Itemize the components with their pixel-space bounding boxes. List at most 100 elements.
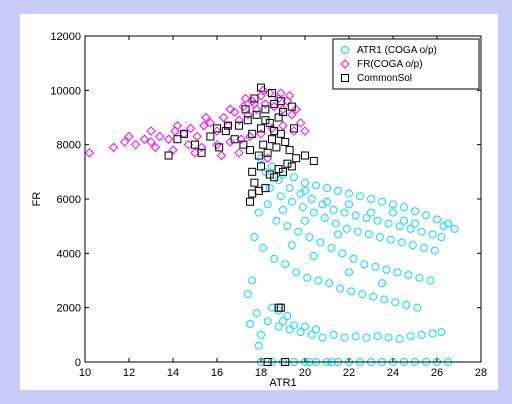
data-point-circle (371, 262, 380, 271)
data-point-diamond (276, 88, 286, 98)
data-point-circle (404, 271, 413, 280)
data-point-circle (347, 287, 356, 296)
y-tick-label: 10000 (50, 85, 81, 97)
data-point-circle (327, 243, 336, 252)
data-point-diamond (223, 120, 233, 131)
data-point-square (265, 170, 274, 179)
data-point-circle (336, 284, 345, 293)
data-point-circle (329, 330, 338, 339)
legend-box (332, 38, 480, 90)
data-point-diamond (218, 112, 229, 123)
data-point-square (270, 173, 279, 182)
data-point-diamond (240, 93, 251, 104)
ticks-layer: 10 12 14 16 18 20 22 24 26 28 0 2000 4000 6000 8000 100… (50, 31, 487, 379)
data-point-circle (358, 290, 367, 299)
data-point-circle (378, 197, 386, 206)
data-point-square (259, 140, 268, 149)
data-point-circle (257, 154, 265, 163)
data-point-circle (254, 208, 263, 217)
data-point-circle (263, 317, 272, 326)
data-point-circle (373, 332, 382, 341)
data-point-square (274, 165, 283, 174)
data-point-diamond (146, 126, 156, 136)
data-point-diamond (155, 131, 165, 142)
data-point-diamond (278, 120, 288, 131)
data-point-circle (246, 319, 254, 328)
data-point-square (221, 127, 230, 136)
data-point-circle (274, 322, 283, 331)
data-point-circle (415, 273, 424, 282)
data-point-diamond (245, 131, 255, 142)
data-point-circle (279, 317, 287, 326)
legend-entry-fr: FR(COGA o/p) (340, 59, 423, 70)
data-point-circle (307, 330, 316, 339)
data-point-circle (334, 230, 342, 239)
data-point-circle (351, 332, 360, 341)
data-point-square (246, 146, 254, 155)
data-point-circle (364, 230, 373, 239)
data-point-circle (309, 208, 318, 217)
data-point-square (224, 121, 232, 130)
data-point-circle (296, 189, 305, 198)
data-point-circle (265, 184, 274, 193)
data-point-square (272, 143, 281, 152)
data-point-circle (389, 200, 397, 209)
data-point-square (268, 135, 276, 144)
data-point-square (257, 83, 265, 92)
y-tick-label: 12000 (50, 31, 81, 43)
data-point-circle (367, 195, 375, 203)
data-point-circle (318, 333, 327, 342)
data-point-square (270, 127, 279, 136)
data-point-circle (252, 309, 261, 318)
x-tick-label: 10 (79, 367, 91, 379)
data-point-square (268, 89, 276, 98)
data-point-diamond (216, 150, 227, 161)
data-point-diamond (124, 131, 134, 142)
data-point-circle (345, 268, 353, 277)
data-point-circle (285, 184, 294, 193)
data-point-square (215, 143, 224, 152)
data-point-circle (301, 322, 309, 331)
data-point-diamond (225, 104, 235, 115)
data-point-diamond (234, 115, 244, 125)
data-point-square (287, 162, 296, 171)
data-point-circle (259, 243, 268, 252)
data-point-circle (428, 329, 437, 338)
data-point-diamond (249, 99, 260, 109)
data-point-circle (430, 246, 439, 255)
data-point-square (301, 151, 309, 160)
data-point-circle (378, 279, 386, 288)
data-point-circle (309, 252, 318, 261)
data-point-diamond (229, 107, 240, 117)
data-point-square (254, 186, 263, 195)
data-point-circle (268, 303, 276, 312)
data-point-diamond (238, 101, 249, 112)
legend-entry-atr1: ATR1 (COGA o/p) (341, 45, 437, 56)
data-point-diamond (256, 129, 266, 139)
data-point-circle (428, 230, 437, 239)
data-point-circle (413, 303, 422, 312)
data-point-square (254, 151, 263, 160)
data-point-circle (270, 254, 279, 263)
data-point-circle (268, 162, 276, 171)
data-point-circle (417, 330, 426, 339)
legend-marker-circle (341, 46, 349, 54)
data-point-square (248, 189, 257, 198)
data-point-circle (389, 208, 397, 217)
data-point-square (230, 135, 239, 144)
data-point-circle (287, 197, 296, 206)
data-point-circle (320, 214, 329, 223)
data-point-circle (395, 222, 404, 231)
data-point-circle (301, 178, 309, 187)
x-axis-label: ATR1 (269, 377, 296, 389)
data-point-diamond (234, 148, 244, 158)
x-tick-label: 16 (211, 367, 223, 379)
data-point-diamond (287, 110, 297, 120)
data-point-circle (411, 219, 419, 228)
data-point-circle (274, 175, 283, 184)
data-point-diamond (243, 110, 253, 120)
data-point-circle (351, 211, 360, 220)
data-point-square (279, 108, 287, 117)
data-point-diamond (172, 120, 183, 131)
data-point-circle (362, 214, 371, 223)
